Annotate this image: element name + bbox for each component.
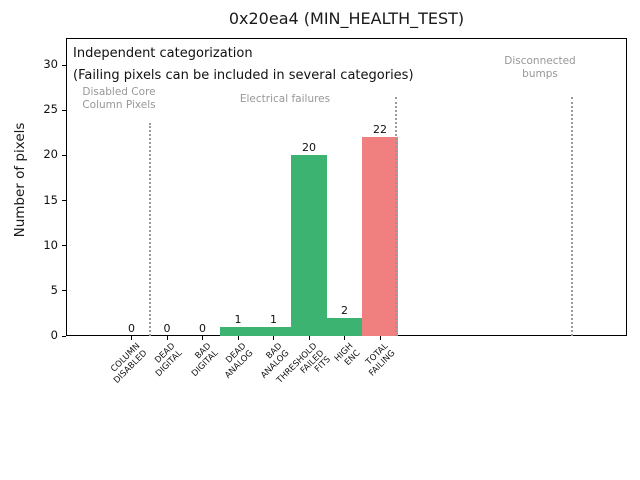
bar	[362, 137, 398, 336]
y-tick-label: 20	[43, 147, 58, 162]
section-label: Disconnected bumps	[504, 55, 575, 81]
bar-value-label: 0	[163, 322, 171, 335]
section-label-line: Column Pixels	[82, 99, 156, 111]
x-axis-tick	[166, 336, 168, 340]
x-axis-tick	[273, 336, 274, 340]
plot-area	[66, 38, 627, 336]
y-tick-label: 10	[43, 237, 58, 252]
x-axis-tick	[131, 336, 132, 340]
section-label-line: bumps	[522, 68, 558, 80]
section-separator-line	[148, 123, 151, 336]
annotation-line-2: (Failing pixels can be included in sever…	[73, 68, 414, 83]
y-axis-tick	[62, 335, 66, 337]
y-axis-tick	[62, 200, 66, 202]
section-label-line: Disabled Core	[82, 86, 156, 98]
section-separator-line	[395, 97, 397, 336]
section-label-line: Disconnected	[504, 55, 576, 67]
bar-value-label: 1	[270, 312, 277, 326]
y-axis-tick	[62, 245, 66, 247]
y-axis-tick	[62, 64, 66, 66]
x-axis-tick	[379, 336, 381, 340]
y-tick-label: 0	[50, 328, 58, 342]
section-separator-line	[571, 97, 573, 336]
y-tick-label: 25	[43, 102, 58, 117]
bar-value-label: 0	[128, 322, 135, 335]
bar	[291, 155, 327, 336]
section-label: Disabled Core Column Pixels	[82, 86, 155, 112]
y-tick-label: 30	[43, 57, 58, 72]
y-tick-label: 15	[43, 192, 58, 207]
x-axis-tick	[344, 336, 345, 340]
y-axis-tick	[62, 290, 66, 292]
y-axis-tick	[62, 109, 66, 111]
y-axis-tick	[62, 154, 66, 156]
y-axis-label: Number of pixels	[12, 122, 28, 238]
chart-title: 0x20ea4 (MIN_HEALTH_TEST)	[228, 9, 465, 28]
bar-value-label: 20	[302, 141, 316, 155]
y-tick-label: 5	[50, 282, 58, 297]
bar-value-label: 2	[341, 303, 348, 317]
x-axis-tick	[237, 336, 239, 340]
bar	[220, 326, 256, 336]
bar-value-label: 1	[234, 312, 242, 326]
section-label-line: Electrical failures	[239, 93, 331, 105]
section-label: Electrical failures	[240, 93, 330, 106]
bar-value-label: 22	[373, 123, 387, 137]
bar-value-label: 0	[199, 322, 206, 335]
annotation-line-1: Independent categorization	[73, 46, 253, 61]
x-axis-tick	[308, 336, 310, 340]
x-axis-tick	[202, 336, 203, 340]
bar	[255, 326, 292, 336]
bar	[326, 317, 363, 336]
